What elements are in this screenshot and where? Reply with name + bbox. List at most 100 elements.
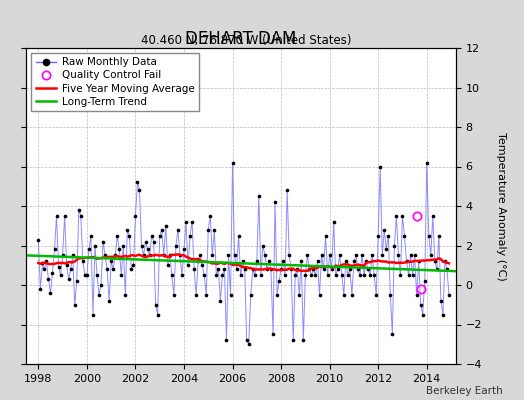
Point <box>362 258 370 264</box>
Point <box>287 266 296 272</box>
Point <box>231 252 239 258</box>
Point <box>303 252 312 258</box>
Point <box>186 232 194 239</box>
Point <box>214 266 223 272</box>
Point <box>257 272 265 278</box>
Point <box>34 236 42 243</box>
Point <box>445 292 453 298</box>
Point <box>103 266 111 272</box>
Point <box>412 292 421 298</box>
Point <box>210 226 219 233</box>
Point <box>248 266 257 272</box>
Point <box>74 207 83 213</box>
Point <box>133 179 141 186</box>
Point <box>182 218 190 225</box>
Point <box>99 238 107 245</box>
Point <box>234 232 243 239</box>
Point <box>400 232 409 239</box>
Point <box>73 278 81 284</box>
Point <box>220 266 228 272</box>
Point <box>206 213 214 219</box>
Point <box>309 266 318 272</box>
Text: Berkeley Earth: Berkeley Earth <box>427 386 503 396</box>
Point <box>250 272 259 278</box>
Point <box>346 266 354 272</box>
Point <box>178 272 186 278</box>
Point <box>52 213 61 219</box>
Point <box>115 246 124 253</box>
Point <box>356 272 364 278</box>
Point <box>163 262 172 268</box>
Point <box>414 258 423 264</box>
Point <box>407 252 415 258</box>
Point <box>372 292 380 298</box>
Point <box>127 266 136 272</box>
Point <box>436 298 445 304</box>
Point <box>105 298 113 304</box>
Point <box>419 312 427 318</box>
Point <box>301 272 310 278</box>
Point <box>109 266 117 272</box>
Point <box>281 272 289 278</box>
Text: 40.460 N, 76.870 W (United States): 40.460 N, 76.870 W (United States) <box>141 34 352 47</box>
Point <box>184 262 192 268</box>
Point <box>119 242 127 249</box>
Point <box>269 331 277 338</box>
Point <box>388 331 397 338</box>
Point <box>261 252 269 258</box>
Point <box>283 187 291 194</box>
Point <box>40 266 49 272</box>
Point <box>170 292 178 298</box>
Point <box>410 252 419 258</box>
Point <box>396 272 405 278</box>
Point <box>332 272 340 278</box>
Point <box>166 252 174 258</box>
Point <box>315 292 324 298</box>
Point <box>156 232 164 239</box>
Point <box>271 199 279 205</box>
Point <box>147 232 156 239</box>
Point <box>352 252 360 258</box>
Point <box>424 232 433 239</box>
Point <box>236 272 245 278</box>
Point <box>188 218 196 225</box>
Point <box>139 252 148 258</box>
Point <box>263 266 271 272</box>
Point <box>350 258 358 264</box>
Point <box>429 213 437 219</box>
Point <box>89 312 97 318</box>
Point <box>87 232 95 239</box>
Point <box>57 272 65 278</box>
Point <box>366 272 374 278</box>
Point <box>299 337 308 344</box>
Legend: Raw Monthly Data, Quality Control Fail, Five Year Moving Average, Long-Term Tren: Raw Monthly Data, Quality Control Fail, … <box>31 53 199 111</box>
Point <box>247 292 255 298</box>
Point <box>320 266 328 272</box>
Point <box>135 187 144 194</box>
Point <box>101 252 110 258</box>
Point <box>328 266 336 272</box>
Point <box>85 246 93 253</box>
Point <box>83 272 91 278</box>
Y-axis label: Temperature Anomaly (°C): Temperature Anomaly (°C) <box>496 132 506 280</box>
Point <box>427 252 435 258</box>
Point <box>408 272 417 278</box>
Point <box>421 278 429 284</box>
Point <box>378 252 386 258</box>
Point <box>380 226 388 233</box>
Point <box>384 232 392 239</box>
Point <box>137 242 146 249</box>
Point <box>311 272 320 278</box>
Point <box>77 213 85 219</box>
Point <box>190 266 198 272</box>
Point <box>54 264 63 270</box>
Point <box>160 252 168 258</box>
Point <box>348 292 356 298</box>
Point <box>129 262 138 268</box>
Point <box>97 282 105 288</box>
Point <box>121 292 129 298</box>
Point <box>402 258 411 264</box>
Point <box>58 252 67 258</box>
Point <box>291 272 299 278</box>
Point <box>107 258 115 264</box>
